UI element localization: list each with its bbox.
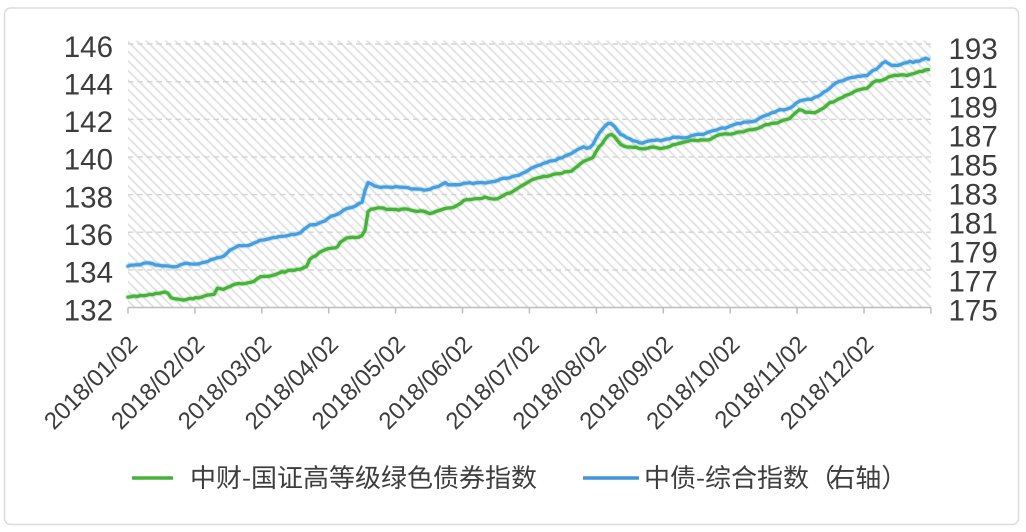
svg-text:189: 189 (949, 91, 998, 124)
svg-text:179: 179 (949, 237, 998, 270)
svg-text:177: 177 (949, 266, 998, 299)
svg-text:144: 144 (64, 68, 113, 101)
svg-text:183: 183 (949, 178, 998, 211)
svg-text:132: 132 (64, 294, 113, 327)
svg-text:187: 187 (949, 120, 998, 153)
svg-text:142: 142 (64, 106, 113, 139)
svg-text:181: 181 (949, 207, 998, 240)
svg-text:136: 136 (64, 219, 113, 252)
svg-text:138: 138 (64, 181, 113, 214)
svg-text:146: 146 (64, 31, 113, 64)
svg-text:191: 191 (949, 62, 998, 95)
svg-text:185: 185 (949, 149, 998, 182)
svg-text:134: 134 (64, 257, 113, 290)
svg-text:193: 193 (949, 33, 998, 66)
svg-text:175: 175 (949, 295, 998, 328)
svg-text:140: 140 (64, 144, 113, 177)
